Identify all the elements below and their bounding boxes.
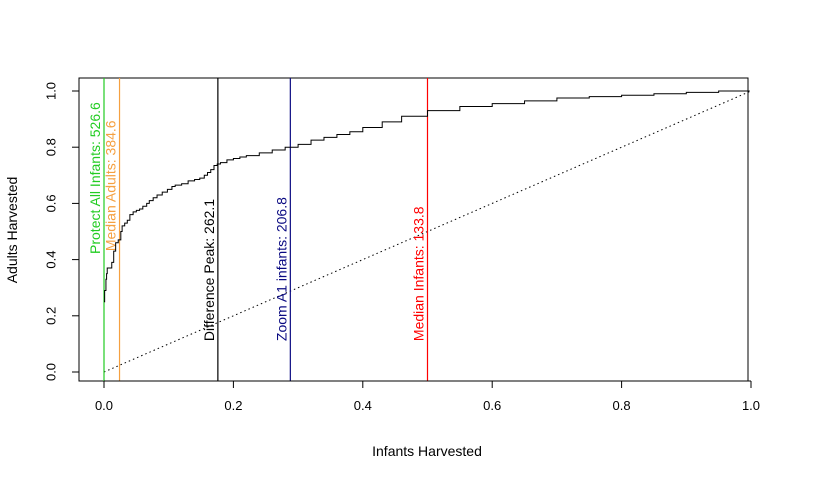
diagonal-line xyxy=(103,90,752,373)
y-tick-label: 0.2 xyxy=(43,307,58,325)
x-tick-label: 0.6 xyxy=(483,398,501,413)
y-tick-label: 0.0 xyxy=(43,363,58,381)
series-layer xyxy=(104,90,750,303)
y-tick-label: 0.6 xyxy=(43,194,58,212)
vline-label: Zoom A1 infants: 206.8 xyxy=(273,197,289,341)
x-tick-label: 0.2 xyxy=(224,398,242,413)
x-axis: 0.0 0.2 0.4 0.6 0.8 1.0 xyxy=(95,380,760,413)
vertical-markers: Protect All Infants: 526.6 Median Adults:… xyxy=(87,78,429,381)
y-axis: 0.0 0.2 0.4 0.6 0.8 1.0 xyxy=(43,82,80,381)
x-tick-label: 0.0 xyxy=(95,398,113,413)
x-tick-label: 0.8 xyxy=(613,398,631,413)
x-tick-label: 1.0 xyxy=(742,398,760,413)
vline-label: Protect All Infants: 526.6 xyxy=(87,102,103,254)
vline-label: Difference Peak: 262.1 xyxy=(201,199,217,341)
vline-label: Median Infants: 133.8 xyxy=(411,206,427,341)
x-tick-label: 0.4 xyxy=(354,398,372,413)
y-tick-label: 0.4 xyxy=(43,251,58,269)
y-axis-title: Adults Harvested xyxy=(4,177,20,284)
diagonal-reference-line xyxy=(103,90,752,373)
y-tick-label: 1.0 xyxy=(43,82,58,100)
series-line xyxy=(104,90,750,303)
y-tick-label: 0.8 xyxy=(43,138,58,156)
vline-label: Median Adults: 384.6 xyxy=(103,120,119,251)
x-axis-title: Infants Harvested xyxy=(372,443,482,459)
